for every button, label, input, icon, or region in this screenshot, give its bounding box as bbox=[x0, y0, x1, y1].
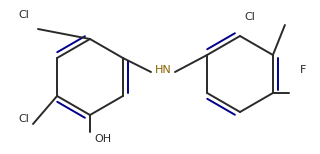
Text: Cl: Cl bbox=[244, 12, 255, 22]
Text: F: F bbox=[300, 65, 306, 75]
Text: OH: OH bbox=[94, 134, 112, 144]
Text: Cl: Cl bbox=[18, 10, 29, 20]
Text: Cl: Cl bbox=[18, 114, 29, 124]
Text: HN: HN bbox=[155, 65, 172, 75]
